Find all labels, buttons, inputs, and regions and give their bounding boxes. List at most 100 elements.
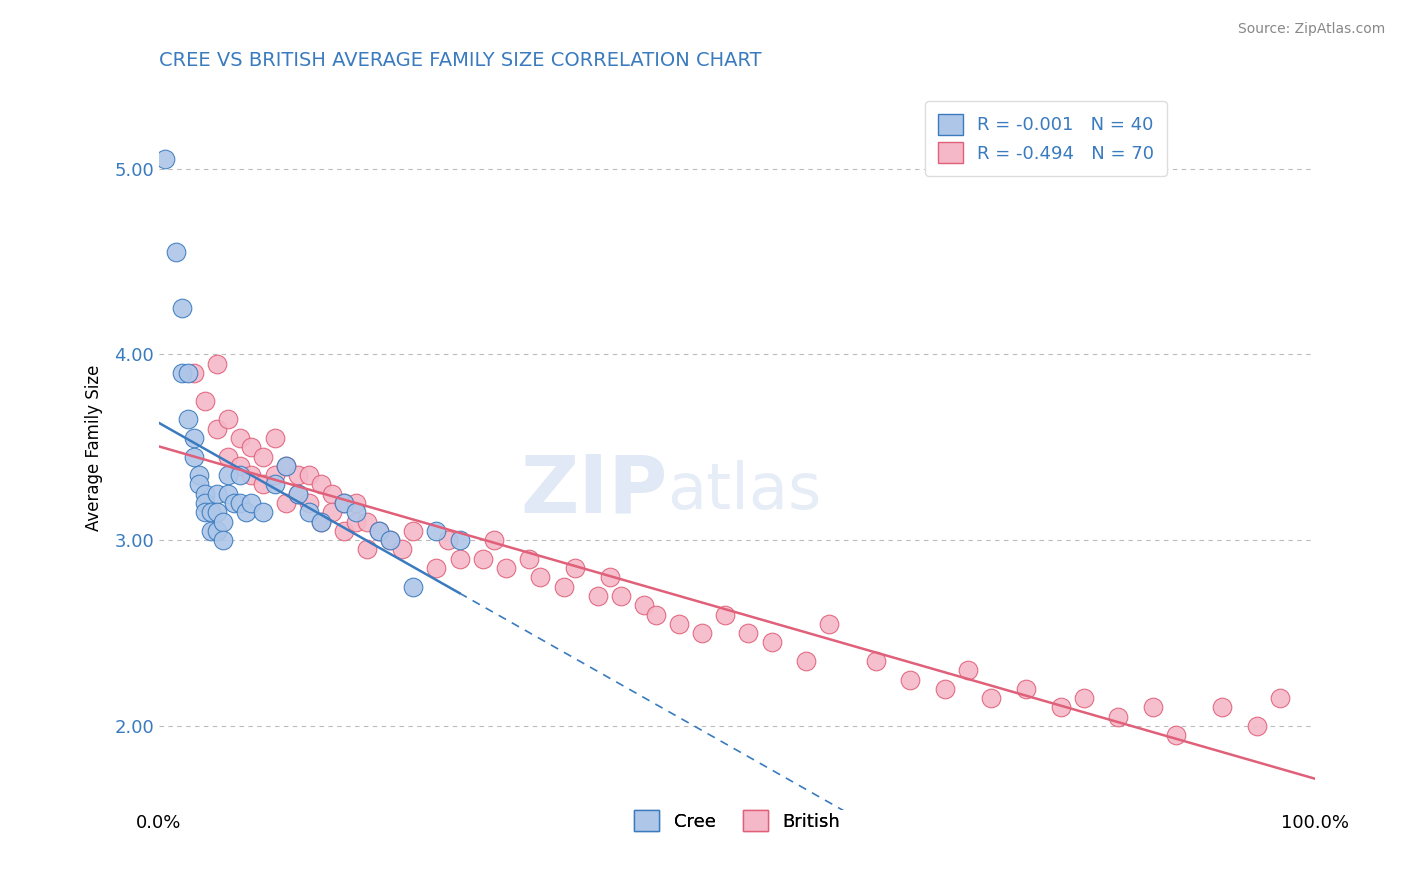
- Point: [183, 450, 205, 464]
- Point: [980, 691, 1002, 706]
- Point: [668, 616, 690, 631]
- Point: [217, 487, 239, 501]
- Text: Source: ZipAtlas.com: Source: ZipAtlas.com: [1237, 22, 1385, 37]
- Point: [380, 533, 402, 548]
- Point: [309, 477, 332, 491]
- Point: [263, 477, 285, 491]
- Point: [425, 524, 447, 538]
- Point: [564, 561, 586, 575]
- Point: [1246, 719, 1268, 733]
- Point: [205, 487, 228, 501]
- Point: [402, 580, 425, 594]
- Point: [287, 487, 309, 501]
- Point: [321, 505, 343, 519]
- Point: [1211, 700, 1233, 714]
- Point: [356, 542, 378, 557]
- Point: [298, 496, 321, 510]
- Point: [1268, 691, 1291, 706]
- Point: [183, 366, 205, 380]
- Point: [529, 570, 551, 584]
- Point: [188, 477, 211, 491]
- Point: [240, 440, 263, 454]
- Point: [402, 524, 425, 538]
- Point: [690, 626, 713, 640]
- Point: [252, 477, 274, 491]
- Point: [252, 505, 274, 519]
- Text: CREE VS BRITISH AVERAGE FAMILY SIZE CORRELATION CHART: CREE VS BRITISH AVERAGE FAMILY SIZE CORR…: [159, 51, 762, 70]
- Point: [263, 468, 285, 483]
- Point: [172, 366, 194, 380]
- Point: [235, 505, 257, 519]
- Point: [471, 551, 494, 566]
- Point: [276, 458, 298, 473]
- Point: [177, 366, 200, 380]
- Point: [172, 301, 194, 315]
- Point: [449, 533, 471, 548]
- Point: [344, 515, 367, 529]
- Point: [211, 515, 233, 529]
- Point: [714, 607, 737, 622]
- Point: [356, 515, 378, 529]
- Point: [761, 635, 783, 649]
- Y-axis label: Average Family Size: Average Family Size: [86, 364, 103, 531]
- Point: [865, 654, 887, 668]
- Point: [380, 533, 402, 548]
- Point: [344, 496, 367, 510]
- Point: [610, 589, 633, 603]
- Point: [205, 524, 228, 538]
- Point: [217, 468, 239, 483]
- Point: [1166, 728, 1188, 742]
- Point: [194, 393, 217, 408]
- Point: [599, 570, 621, 584]
- Point: [737, 626, 759, 640]
- Point: [645, 607, 668, 622]
- Point: [200, 524, 222, 538]
- Point: [229, 468, 252, 483]
- Point: [224, 496, 246, 510]
- Point: [188, 468, 211, 483]
- Point: [298, 468, 321, 483]
- Point: [252, 450, 274, 464]
- Point: [333, 524, 356, 538]
- Point: [333, 496, 356, 510]
- Point: [1107, 709, 1129, 723]
- Point: [1049, 700, 1071, 714]
- Point: [287, 468, 309, 483]
- Point: [367, 524, 389, 538]
- Point: [633, 598, 655, 612]
- Point: [495, 561, 517, 575]
- Point: [276, 458, 298, 473]
- Point: [517, 551, 540, 566]
- Point: [194, 496, 217, 510]
- Point: [229, 431, 252, 445]
- Point: [153, 153, 176, 167]
- Point: [482, 533, 505, 548]
- Point: [194, 487, 217, 501]
- Point: [898, 673, 921, 687]
- Point: [200, 505, 222, 519]
- Point: [794, 654, 817, 668]
- Point: [321, 487, 343, 501]
- Text: ZIP: ZIP: [520, 451, 668, 530]
- Point: [165, 245, 187, 260]
- Point: [449, 551, 471, 566]
- Point: [1015, 681, 1038, 696]
- Point: [177, 412, 200, 426]
- Point: [344, 505, 367, 519]
- Point: [217, 412, 239, 426]
- Point: [298, 505, 321, 519]
- Point: [229, 496, 252, 510]
- Point: [205, 505, 228, 519]
- Point: [276, 496, 298, 510]
- Point: [957, 663, 980, 677]
- Point: [425, 561, 447, 575]
- Point: [367, 524, 389, 538]
- Text: atlas: atlas: [668, 459, 823, 522]
- Point: [205, 422, 228, 436]
- Point: [240, 468, 263, 483]
- Point: [1142, 700, 1164, 714]
- Point: [217, 450, 239, 464]
- Point: [229, 458, 252, 473]
- Point: [194, 505, 217, 519]
- Point: [1073, 691, 1095, 706]
